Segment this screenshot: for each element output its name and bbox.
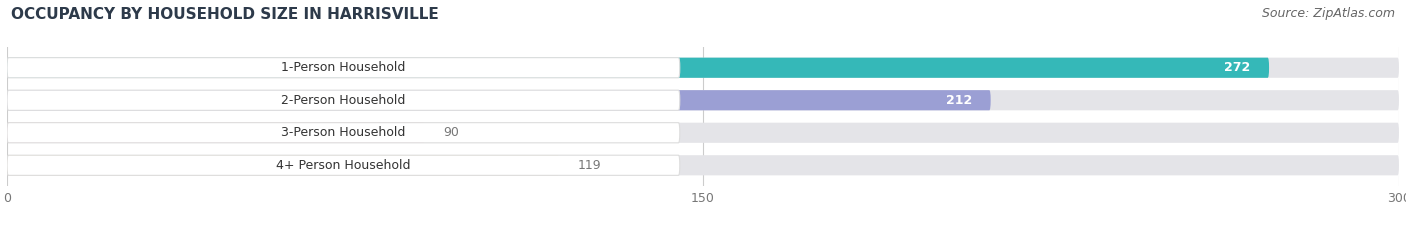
FancyBboxPatch shape bbox=[7, 155, 1399, 175]
Text: 1-Person Household: 1-Person Household bbox=[281, 61, 405, 74]
Text: 90: 90 bbox=[443, 126, 458, 139]
Text: 272: 272 bbox=[1225, 61, 1250, 74]
Text: 119: 119 bbox=[578, 159, 602, 172]
Text: OCCUPANCY BY HOUSEHOLD SIZE IN HARRISVILLE: OCCUPANCY BY HOUSEHOLD SIZE IN HARRISVIL… bbox=[11, 7, 439, 22]
Text: 3-Person Household: 3-Person Household bbox=[281, 126, 405, 139]
FancyBboxPatch shape bbox=[7, 123, 425, 143]
FancyBboxPatch shape bbox=[7, 58, 681, 78]
FancyBboxPatch shape bbox=[7, 123, 681, 143]
FancyBboxPatch shape bbox=[7, 155, 560, 175]
Text: 4+ Person Household: 4+ Person Household bbox=[276, 159, 411, 172]
FancyBboxPatch shape bbox=[7, 90, 991, 110]
FancyBboxPatch shape bbox=[7, 123, 1399, 143]
FancyBboxPatch shape bbox=[7, 155, 681, 175]
Text: 212: 212 bbox=[946, 94, 972, 107]
Text: 2-Person Household: 2-Person Household bbox=[281, 94, 405, 107]
FancyBboxPatch shape bbox=[7, 90, 1399, 110]
Text: Source: ZipAtlas.com: Source: ZipAtlas.com bbox=[1261, 7, 1395, 20]
FancyBboxPatch shape bbox=[7, 90, 681, 110]
FancyBboxPatch shape bbox=[7, 58, 1399, 78]
FancyBboxPatch shape bbox=[7, 58, 1270, 78]
